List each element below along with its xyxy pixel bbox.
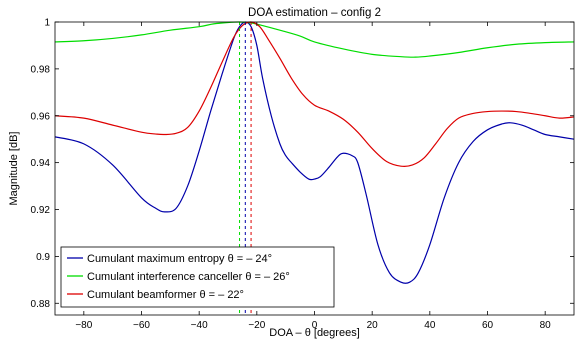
curves-layer	[54, 21, 575, 284]
x-tick-label: −20	[248, 320, 265, 331]
y-axis-title: Magnitude [dB]	[8, 132, 20, 206]
legend-entry-0: Cumulant maximum entropy θ = – 24°	[87, 253, 272, 265]
legend: Cumulant maximum entropy θ = – 24° Cumula…	[60, 246, 335, 308]
series-line-2	[54, 21, 575, 168]
x-tick-label: 40	[424, 320, 436, 331]
tick-labels-layer: −80 −60 −40 −20 0 20 40 60 80 0.88 0.9 0.92 0.94 0.96…	[31, 18, 552, 332]
y-tick-label: 1	[44, 18, 50, 29]
y-tick-label: 0.98	[31, 64, 51, 75]
ticks-layer	[55, 21, 574, 315]
x-tick-label: 80	[540, 320, 552, 331]
legend-entry-1: Cumulant interference canceller θ = – 26…	[87, 271, 290, 283]
x-tick-label: −60	[133, 320, 150, 331]
x-axis-title: DOA – θ [degrees]	[269, 327, 360, 339]
y-tick-label: 0.94	[31, 158, 51, 169]
legend-box	[60, 246, 335, 308]
x-tick-label: −40	[191, 320, 208, 331]
x-tick-label: 60	[482, 320, 494, 331]
y-tick-label: 0.88	[31, 299, 51, 310]
series-line-0	[54, 21, 575, 284]
peak-markers-layer	[239, 22, 252, 315]
chart-title: DOA estimation – config 2	[248, 7, 381, 19]
series-line-1	[54, 21, 575, 58]
x-tick-label: −80	[75, 320, 92, 331]
legend-entry-2: Cumulant beamformer θ = – 22°	[87, 289, 244, 301]
y-tick-label: 0.9	[36, 252, 50, 263]
y-tick-label: 0.96	[31, 111, 51, 122]
x-tick-label: 0	[312, 320, 318, 331]
y-tick-label: 0.92	[31, 205, 51, 216]
x-tick-label: 20	[367, 320, 379, 331]
